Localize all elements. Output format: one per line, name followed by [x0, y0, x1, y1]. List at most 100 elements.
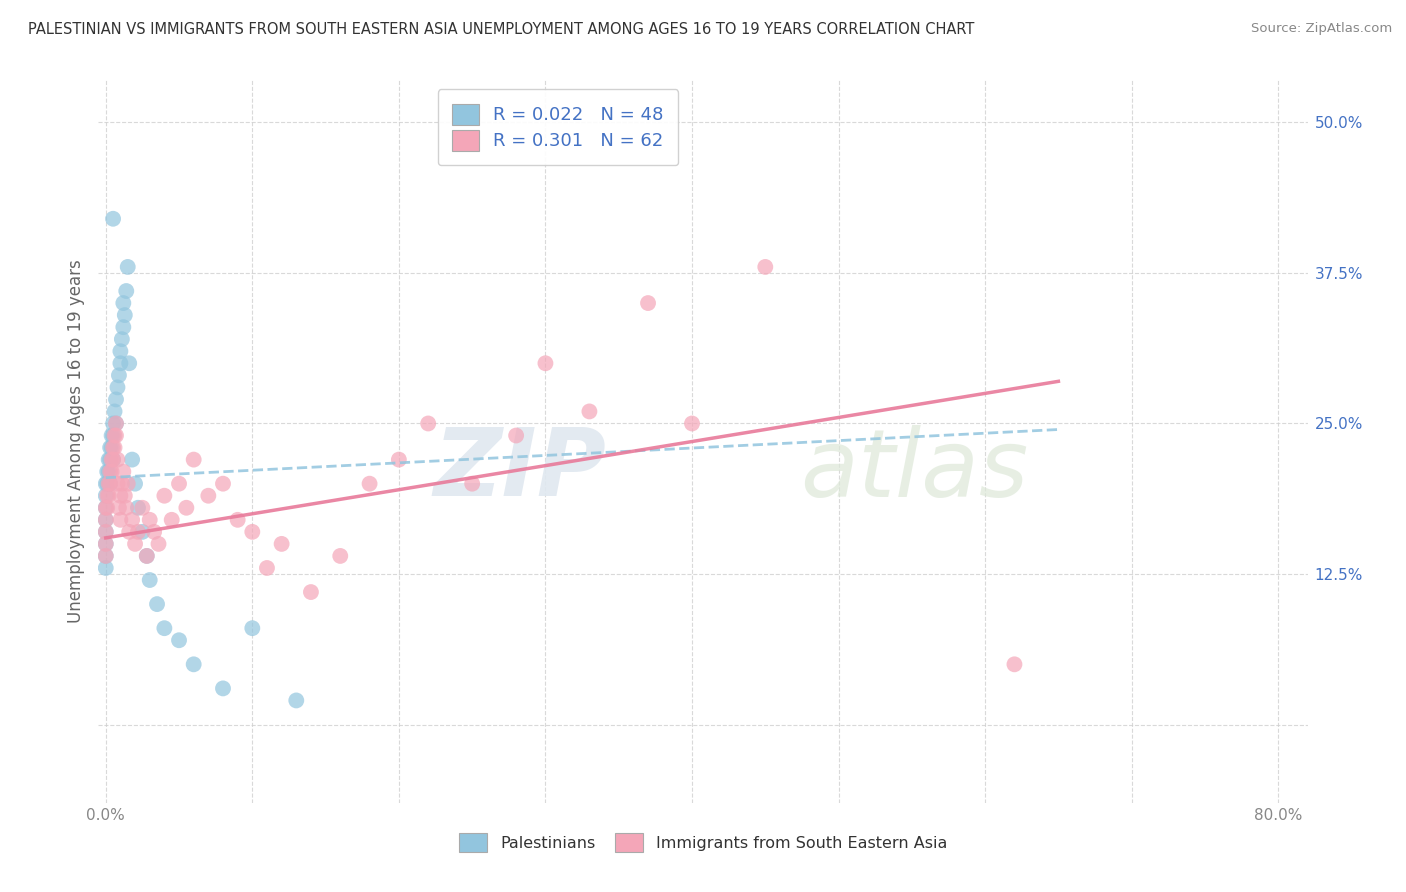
Point [97, 476, 120, 491]
Point [96, 476, 118, 491]
Point [98, 452, 121, 467]
Point [94, 537, 117, 551]
Point [127, 500, 149, 515]
Point [94, 476, 117, 491]
Point [124, 537, 146, 551]
Point [105, 417, 128, 431]
Point [226, 513, 249, 527]
Point [111, 332, 134, 346]
Point [117, 260, 139, 274]
Point [167, 633, 190, 648]
Point [110, 344, 132, 359]
Point [107, 476, 129, 491]
Point [94, 489, 117, 503]
Point [105, 392, 128, 407]
Point [100, 428, 122, 442]
Point [101, 428, 124, 442]
Point [96, 465, 118, 479]
Point [112, 320, 135, 334]
Point [97, 452, 120, 467]
Point [299, 585, 322, 599]
Point [183, 452, 205, 467]
Point [118, 356, 141, 370]
Point [135, 549, 157, 563]
Point [94, 549, 117, 563]
Point [112, 465, 135, 479]
Point [97, 489, 120, 503]
Point [110, 356, 132, 370]
Point [110, 513, 132, 527]
Point [103, 441, 125, 455]
Point [94, 513, 117, 527]
Point [578, 404, 600, 418]
Point [329, 549, 352, 563]
Point [101, 211, 124, 226]
Point [153, 489, 176, 503]
Point [100, 452, 122, 467]
Point [98, 476, 121, 491]
Point [97, 465, 120, 479]
Point [124, 476, 146, 491]
Point [96, 500, 118, 515]
Point [143, 524, 166, 539]
Point [212, 681, 235, 696]
Point [94, 549, 117, 563]
Point [153, 621, 176, 635]
Point [111, 476, 134, 491]
Point [98, 441, 121, 455]
Point [131, 500, 153, 515]
Point [101, 441, 124, 455]
Point [127, 524, 149, 539]
Point [98, 465, 121, 479]
Point [94, 500, 117, 515]
Point [105, 417, 128, 431]
Point [100, 465, 122, 479]
Point [146, 597, 169, 611]
Point [98, 476, 121, 491]
Point [138, 513, 160, 527]
Point [240, 621, 263, 635]
Point [103, 428, 125, 442]
Point [94, 524, 117, 539]
Point [183, 657, 205, 672]
Point [212, 476, 235, 491]
Point [121, 452, 143, 467]
Point [135, 549, 157, 563]
Point [114, 489, 136, 503]
Text: PALESTINIAN VS IMMIGRANTS FROM SOUTH EASTERN ASIA UNEMPLOYMENT AMONG AGES 16 TO : PALESTINIAN VS IMMIGRANTS FROM SOUTH EAS… [28, 22, 974, 37]
Point [96, 489, 118, 503]
Point [112, 296, 135, 310]
Point [94, 500, 117, 515]
Point [108, 500, 131, 515]
Point [240, 524, 263, 539]
Point [100, 441, 122, 455]
Point [101, 417, 124, 431]
Point [115, 500, 138, 515]
Point [418, 417, 440, 431]
Point [754, 260, 776, 274]
Point [681, 417, 703, 431]
Y-axis label: Unemployment Among Ages 16 to 19 years: Unemployment Among Ages 16 to 19 years [67, 260, 86, 624]
Text: atlas: atlas [800, 425, 1028, 516]
Point [114, 308, 136, 322]
Point [197, 489, 219, 503]
Point [94, 561, 117, 575]
Point [256, 561, 278, 575]
Point [637, 296, 659, 310]
Point [534, 356, 557, 370]
Point [117, 476, 139, 491]
Point [105, 428, 128, 442]
Point [94, 513, 117, 527]
Point [115, 284, 138, 298]
Point [121, 513, 143, 527]
Text: ZIP: ZIP [433, 425, 606, 516]
Point [103, 404, 125, 418]
Point [176, 500, 198, 515]
Legend: Palestinians, Immigrants from South Eastern Asia: Palestinians, Immigrants from South East… [450, 825, 956, 860]
Point [94, 537, 117, 551]
Point [1004, 657, 1026, 672]
Point [107, 452, 129, 467]
Point [138, 573, 160, 587]
Point [110, 489, 132, 503]
Point [505, 428, 527, 442]
